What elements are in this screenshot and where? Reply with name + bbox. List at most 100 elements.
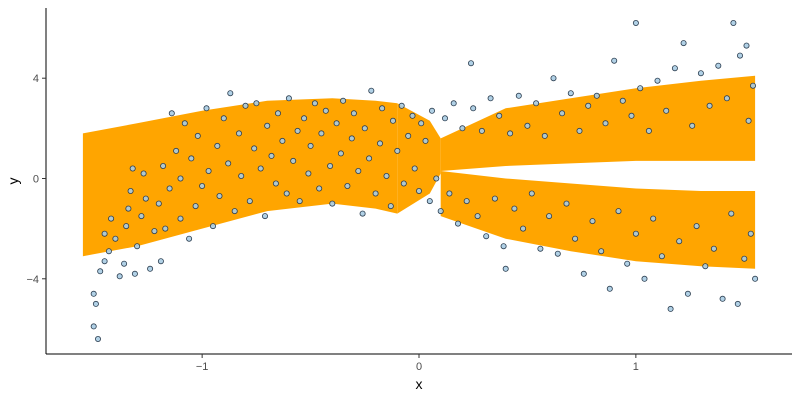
data-point bbox=[507, 130, 514, 137]
data-point bbox=[123, 223, 130, 230]
data-point bbox=[389, 117, 396, 124]
data-point bbox=[348, 135, 355, 142]
data-point bbox=[285, 95, 292, 102]
data-point bbox=[576, 127, 583, 134]
data-point bbox=[394, 147, 401, 154]
y-axis-title: y bbox=[5, 178, 21, 185]
data-point bbox=[192, 203, 199, 210]
data-point bbox=[593, 92, 600, 99]
data-point bbox=[92, 300, 99, 307]
data-point bbox=[728, 210, 735, 217]
data-point bbox=[307, 142, 314, 149]
data-point bbox=[676, 238, 683, 245]
y-tick-label: 4 bbox=[33, 73, 39, 85]
data-point bbox=[463, 198, 470, 205]
data-point bbox=[337, 150, 344, 157]
data-point bbox=[667, 305, 674, 312]
data-point bbox=[181, 120, 188, 127]
data-point bbox=[559, 110, 566, 117]
data-point bbox=[747, 230, 754, 237]
data-point bbox=[715, 62, 722, 69]
data-point bbox=[242, 102, 249, 109]
y-tick-label: 0 bbox=[33, 173, 39, 185]
data-point bbox=[105, 248, 112, 255]
data-point bbox=[186, 235, 193, 242]
data-point bbox=[719, 295, 726, 302]
data-point bbox=[734, 300, 741, 307]
band-layer bbox=[82, 75, 756, 269]
data-point bbox=[750, 82, 757, 89]
data-point bbox=[478, 127, 485, 134]
data-point bbox=[220, 115, 227, 122]
data-point bbox=[177, 215, 184, 222]
point-layer bbox=[90, 19, 759, 342]
data-point bbox=[437, 208, 444, 215]
data-point bbox=[90, 323, 97, 330]
data-point bbox=[533, 100, 540, 107]
data-point bbox=[528, 190, 535, 197]
data-point bbox=[474, 213, 481, 220]
data-point bbox=[188, 155, 195, 162]
data-point bbox=[296, 198, 303, 205]
data-point bbox=[546, 213, 553, 220]
data-point bbox=[693, 223, 700, 230]
data-point bbox=[563, 200, 570, 207]
data-point bbox=[134, 243, 141, 250]
tick-layer: −1 0 1 −4 0 4 bbox=[26, 73, 638, 373]
data-point bbox=[151, 228, 158, 235]
data-point bbox=[730, 19, 737, 26]
data-point bbox=[585, 102, 592, 109]
data-point bbox=[366, 155, 373, 162]
ribbon-band-3 bbox=[440, 171, 756, 269]
data-point bbox=[157, 258, 164, 265]
data-point bbox=[372, 190, 379, 197]
data-point bbox=[745, 117, 752, 124]
data-point bbox=[680, 40, 687, 47]
data-point bbox=[214, 142, 221, 149]
data-point bbox=[589, 218, 596, 225]
ribbon-band-1 bbox=[397, 103, 441, 214]
data-point bbox=[606, 285, 613, 292]
data-point bbox=[216, 192, 223, 199]
data-point bbox=[199, 182, 206, 189]
data-point bbox=[650, 215, 657, 222]
data-point bbox=[470, 105, 477, 112]
data-point bbox=[205, 167, 212, 174]
data-point bbox=[327, 162, 334, 169]
data-point bbox=[311, 100, 318, 107]
data-point bbox=[567, 90, 574, 97]
data-point bbox=[225, 160, 232, 167]
data-point bbox=[706, 102, 713, 109]
data-point bbox=[97, 268, 104, 275]
data-point bbox=[428, 107, 435, 114]
data-point bbox=[279, 137, 286, 144]
data-point bbox=[405, 132, 412, 139]
data-point bbox=[459, 125, 466, 132]
data-point bbox=[723, 95, 730, 102]
data-point bbox=[520, 225, 527, 232]
data-point bbox=[147, 265, 154, 272]
data-point bbox=[253, 100, 260, 107]
data-point bbox=[632, 19, 639, 26]
data-point bbox=[235, 130, 242, 137]
data-point bbox=[359, 210, 366, 217]
data-point bbox=[658, 253, 665, 260]
data-point bbox=[628, 112, 635, 119]
data-point bbox=[209, 223, 216, 230]
data-point bbox=[454, 220, 461, 227]
data-point bbox=[383, 172, 390, 179]
data-point bbox=[632, 230, 639, 237]
data-point bbox=[741, 255, 748, 262]
data-point bbox=[268, 152, 275, 159]
data-point bbox=[368, 87, 375, 94]
x-tick-label: 1 bbox=[633, 361, 639, 373]
data-point bbox=[333, 120, 340, 127]
data-point bbox=[246, 198, 253, 205]
data-point bbox=[671, 65, 678, 72]
data-point bbox=[101, 258, 108, 265]
data-point bbox=[355, 167, 362, 174]
data-point bbox=[251, 145, 258, 152]
data-point bbox=[257, 165, 264, 172]
data-point bbox=[379, 105, 386, 112]
data-point bbox=[511, 205, 518, 212]
